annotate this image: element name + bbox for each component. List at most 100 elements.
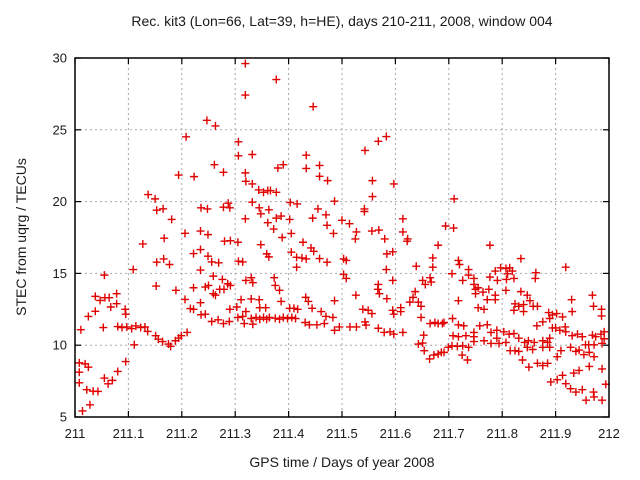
data-point [524, 363, 533, 372]
x-tick-label: 211.4 [273, 426, 305, 441]
data-point [501, 286, 510, 295]
data-point [226, 236, 235, 245]
data-point [403, 237, 412, 246]
x-tick-label: 211.3 [219, 426, 251, 441]
data-point [449, 331, 458, 340]
data-point [461, 331, 470, 340]
data-point [428, 253, 437, 262]
data-point [525, 296, 534, 305]
data-point [174, 334, 183, 343]
data-point [531, 274, 540, 283]
data-point [492, 326, 501, 335]
data-point [454, 296, 463, 305]
data-point [226, 281, 235, 290]
data-point [181, 295, 190, 304]
data-point [144, 190, 153, 199]
data-point [553, 375, 562, 384]
data-point [165, 260, 174, 269]
data-point [449, 224, 458, 233]
data-point [252, 313, 261, 322]
data-point [419, 331, 428, 340]
data-point [374, 226, 383, 235]
data-point [256, 240, 265, 249]
y-axis-label: STEC from uqrg / TECUs [13, 158, 29, 316]
data-point [335, 322, 344, 331]
data-point [426, 319, 435, 328]
data-point [417, 313, 426, 322]
data-point [486, 339, 495, 348]
data-point [323, 221, 332, 230]
data-point [106, 303, 115, 312]
data-point [573, 330, 582, 339]
data-point [558, 312, 567, 321]
data-point [129, 265, 138, 274]
data-point [289, 304, 298, 313]
data-point [122, 322, 131, 331]
data-point [293, 199, 302, 208]
data-point [304, 297, 313, 306]
data-point [523, 291, 532, 300]
data-point [518, 355, 527, 364]
data-point [207, 317, 216, 326]
data-point [323, 258, 332, 267]
data-point [105, 293, 114, 302]
data-point [211, 291, 220, 300]
y-tick-label: 5 [60, 410, 67, 425]
data-point [285, 215, 294, 224]
data-point [308, 304, 317, 313]
data-point [483, 320, 492, 329]
data-point [121, 357, 130, 366]
data-point [196, 298, 205, 307]
data-point [388, 276, 397, 285]
data-point [159, 204, 168, 213]
data-point [438, 319, 447, 328]
data-point [589, 302, 598, 311]
data-point [203, 230, 212, 239]
data-point [241, 59, 250, 68]
data-point [471, 289, 480, 298]
data-point [389, 179, 398, 188]
data-point [275, 286, 284, 295]
data-point [158, 337, 167, 346]
data-point [588, 291, 597, 300]
data-point [210, 160, 219, 169]
data-point [494, 339, 503, 348]
data-point [598, 339, 607, 348]
data-point [174, 171, 183, 180]
data-point [240, 319, 249, 328]
data-point [321, 210, 330, 219]
y-tick-label: 10 [53, 338, 67, 353]
data-point [374, 137, 383, 146]
data-point [389, 330, 398, 339]
data-point [448, 269, 457, 278]
data-point [301, 318, 310, 327]
data-point [444, 343, 453, 352]
y-tick-label: 25 [53, 122, 67, 137]
data-point [241, 276, 250, 285]
data-point [553, 352, 562, 361]
data-point [234, 257, 243, 266]
data-point [360, 207, 369, 216]
data-point [131, 321, 140, 330]
data-point [484, 285, 493, 294]
data-point [225, 305, 234, 314]
data-point [448, 314, 457, 323]
x-tick-label: 212 [598, 426, 620, 441]
data-point [571, 388, 580, 397]
data-point [301, 293, 310, 302]
data-point [533, 359, 542, 368]
data-point [561, 263, 570, 272]
data-point [238, 257, 247, 266]
data-point [315, 172, 324, 181]
data-point [232, 303, 241, 312]
data-point [429, 351, 438, 360]
data-point [441, 222, 450, 231]
data-point [309, 102, 318, 111]
data-point [138, 239, 147, 248]
data-point [271, 314, 280, 323]
data-point [600, 334, 609, 343]
data-point [91, 307, 100, 316]
data-point [104, 379, 113, 388]
data-point [502, 275, 511, 284]
data-point [566, 343, 575, 352]
